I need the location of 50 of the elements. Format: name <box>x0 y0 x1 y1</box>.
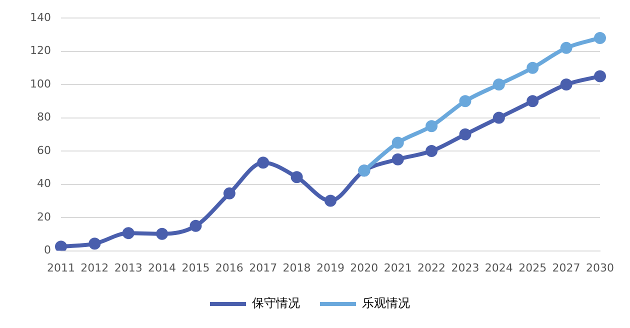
x-tick-label: 2015 <box>182 261 210 274</box>
y-tick-label: 20 <box>36 210 51 224</box>
x-tick-label: 2011 <box>46 261 75 274</box>
y-tick-label: 0 <box>44 244 51 257</box>
x-tick-label: 2020 <box>350 261 378 274</box>
x-tick-label: 2014 <box>148 261 176 274</box>
point <box>223 187 236 200</box>
x-tick-label: 2022 <box>418 261 446 274</box>
y-tick-label: 80 <box>36 110 51 124</box>
point <box>88 238 101 250</box>
point <box>459 128 472 140</box>
point <box>392 136 404 149</box>
point <box>54 240 67 251</box>
x-tick-label: 2023 <box>451 261 480 274</box>
point <box>190 220 202 232</box>
x-tick-label: 2025 <box>518 261 547 274</box>
x-tick-label: 2024 <box>484 261 513 274</box>
x-tick-label: 2027 <box>552 261 580 274</box>
point <box>459 95 472 108</box>
point <box>257 156 270 169</box>
legend-label: 保守情况 <box>252 296 300 310</box>
point <box>560 78 572 91</box>
y-tick-label: 140 <box>30 10 51 24</box>
point <box>526 62 539 74</box>
point <box>426 120 438 132</box>
x-tick-label: 2019 <box>316 261 344 274</box>
point <box>560 42 572 54</box>
y-tick-label: 40 <box>36 177 51 190</box>
point <box>492 78 505 91</box>
point <box>492 112 505 124</box>
point <box>526 95 539 108</box>
point <box>324 194 336 207</box>
legend-label: 乐观情况 <box>362 296 410 310</box>
point <box>122 227 134 240</box>
x-tick-label: 2012 <box>80 261 109 274</box>
x-tick-label: 2013 <box>114 261 142 274</box>
x-tick-label: 2021 <box>384 261 412 274</box>
x-tick-label: 2018 <box>282 261 311 274</box>
x-tick-label: 2017 <box>249 261 278 274</box>
y-tick-label: 100 <box>30 77 51 90</box>
x-tick-label: 2030 <box>586 261 614 274</box>
point <box>392 153 404 166</box>
y-tick-label: 120 <box>30 44 51 58</box>
point <box>594 32 606 44</box>
point <box>426 145 438 158</box>
x-tick-label: 2016 <box>215 261 244 274</box>
point <box>290 171 303 184</box>
point <box>594 70 606 82</box>
y-tick-label: 60 <box>36 144 51 157</box>
point <box>156 228 168 240</box>
